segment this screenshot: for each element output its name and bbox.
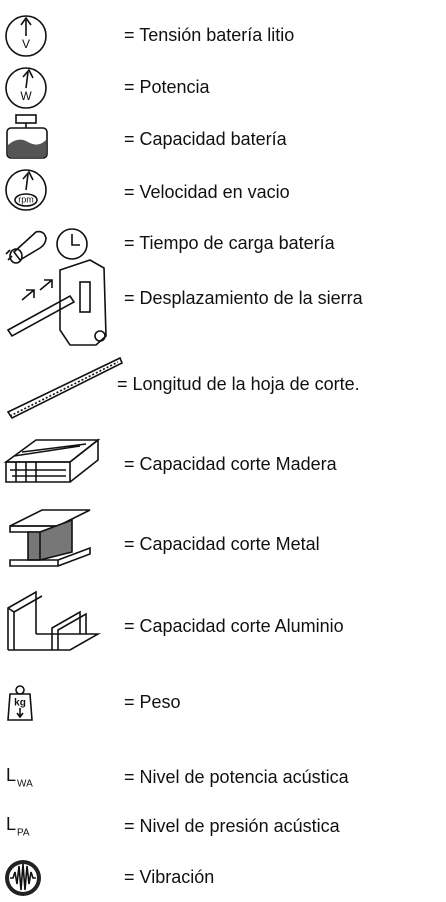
item-label: = Capacidad corte Metal (124, 534, 320, 554)
icon-vibration (5, 860, 41, 896)
item-label: = Nivel de potencia acústica (124, 767, 350, 787)
icon-text: V (22, 37, 30, 51)
icon-charge-time (5, 228, 88, 264)
icon-text: W (20, 89, 32, 103)
icon-voltage: V (5, 15, 47, 57)
item-label: = Nivel de presión acústica (124, 816, 341, 836)
icon-saw-stroke (6, 259, 107, 346)
item-label: = Longitud de la hoja de corte. (117, 374, 360, 394)
symbol-subscript: WA (17, 779, 33, 790)
icon-rpm: rpm (5, 169, 47, 211)
icon-wood (3, 438, 101, 483)
icon-power: W (5, 67, 47, 109)
item-label: = Capacidad batería (124, 129, 288, 149)
icon-text: rpm (18, 194, 34, 204)
symbol: L (6, 765, 16, 785)
item-label: = Desplazamiento de la sierra (124, 288, 364, 308)
item-label: = Peso (124, 692, 181, 712)
icon-battery (6, 114, 48, 159)
item-label: = Potencia (124, 77, 211, 97)
item-label: = Vibración (124, 867, 214, 887)
item-label: = Capacidad corte Aluminio (124, 616, 344, 636)
symbol: L (6, 814, 16, 834)
icon-blade (6, 356, 124, 420)
item-label: = Tensión batería litio (124, 25, 294, 45)
icon-aluminium (7, 590, 102, 651)
symbol-subscript: PA (17, 828, 30, 839)
item-label: = Capacidad corte Madera (124, 454, 338, 474)
item-label: = Tiempo de carga batería (124, 233, 336, 253)
icon-weight: kg (7, 685, 33, 721)
item-label: = Velocidad en vacio (124, 182, 290, 202)
icon-text: kg (14, 698, 26, 709)
icon-metal (9, 509, 91, 567)
